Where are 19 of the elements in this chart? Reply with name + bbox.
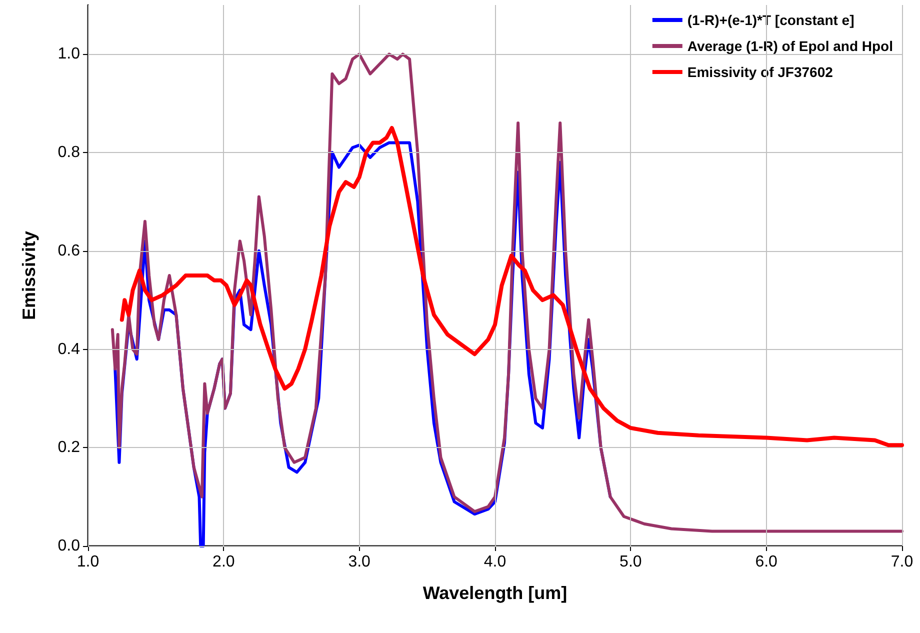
y-tick-label: 0.8 — [58, 144, 80, 162]
legend-label: Average (1-R) of Epol and Hpol — [687, 38, 894, 54]
x-tick-label: 5.0 — [620, 554, 642, 570]
y-tick-label: 0.4 — [58, 340, 80, 358]
y-tick-label: 0.6 — [58, 242, 80, 260]
legend-label: (1-R)+(e-1)*T [constant e] — [687, 12, 854, 28]
x-axis-title: Wavelength [um] — [422, 583, 568, 603]
y-axis-title: Emissivity — [19, 230, 39, 320]
y-tick-label: 0.0 — [58, 538, 80, 554]
x-tick-label: 2.0 — [212, 554, 235, 570]
x-tick-label: 6.0 — [755, 554, 778, 570]
y-tick-label: 0.2 — [58, 439, 80, 456]
x-tick-label: 4.0 — [484, 554, 506, 570]
x-tick-label: 3.0 — [348, 554, 371, 570]
y-tick-label: 1.0 — [58, 46, 80, 63]
x-tick-label: 7.0 — [890, 554, 914, 570]
line-series — [120, 126, 904, 448]
x-tick-label: 1.0 — [76, 554, 100, 570]
line-series — [110, 52, 904, 533]
